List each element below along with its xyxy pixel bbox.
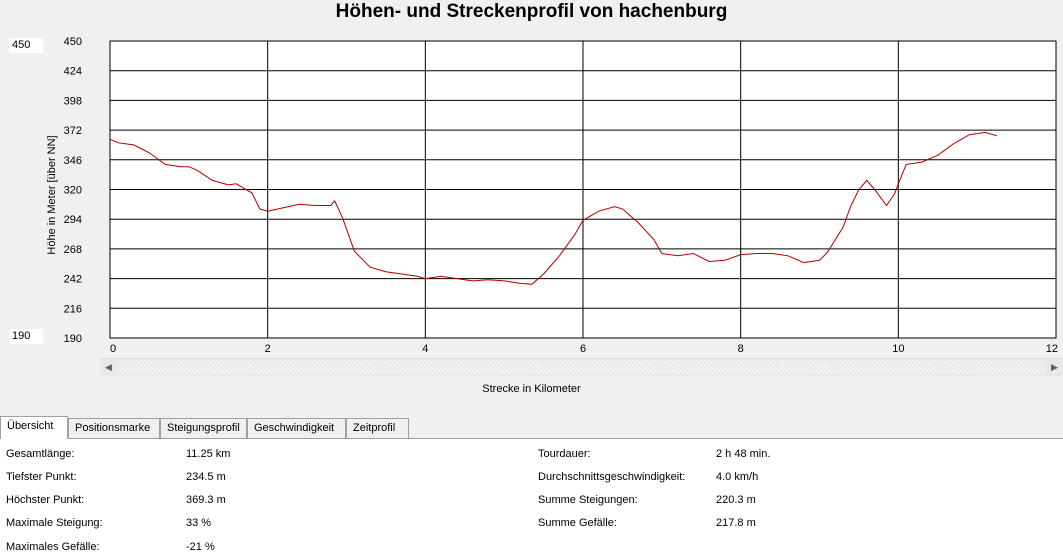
- elevation-series-line: [109, 131, 998, 285]
- overview-panel: Gesamtlänge: 11.25 km Tiefster Punkt: 23…: [0, 439, 1063, 558]
- scroll-left-arrow-icon[interactable]: ◀: [105, 362, 112, 372]
- stat-value: 369.3 m: [186, 494, 226, 506]
- x-tick-label: 6: [580, 343, 586, 355]
- stat-label: Summe Gefälle:: [538, 517, 617, 529]
- y-tick-label: 424: [64, 66, 82, 78]
- elevation-chart: 190 216 242 268 294 320 346 372 398 424 450 0 2 4 6 8 1…: [64, 36, 1058, 355]
- stat-label: Durchschnittsgeschwindigkeit:: [538, 471, 686, 483]
- y-tick-label: 450: [64, 36, 82, 48]
- y-tick-label: 190: [64, 333, 82, 345]
- y-range-min-box[interactable]: 190: [9, 329, 43, 344]
- y-tick-label: 216: [64, 303, 82, 315]
- stat-value: 217.8 m: [716, 517, 756, 529]
- x-tick-label: 2: [265, 343, 271, 355]
- tab-geschwindigkeit[interactable]: Geschwindigkeit: [247, 418, 346, 438]
- stat-label: Gesamtlänge:: [6, 448, 75, 460]
- x-tick-label: 0: [110, 343, 116, 355]
- y-tick-label: 346: [64, 155, 82, 167]
- x-tick-label: 10: [892, 343, 904, 355]
- tab-bar: Übersicht Positionsmarke Steigungsprofil…: [0, 416, 1063, 439]
- x-tick-label: 12: [1046, 343, 1058, 355]
- stat-label: Maximales Gefälle:: [6, 541, 100, 553]
- stat-label: Maximale Steigung:: [6, 517, 103, 529]
- tab-steigungsprofil[interactable]: Steigungsprofil: [160, 418, 247, 438]
- y-range-max-box[interactable]: 450: [9, 38, 43, 53]
- x-axis-label: Strecke in Kilometer: [482, 383, 581, 395]
- tab-zeitprofil[interactable]: Zeitprofil: [346, 418, 409, 438]
- stat-value: 33 %: [186, 517, 212, 529]
- x-tick-label: 8: [738, 343, 744, 355]
- chart-title: Höhen- und Streckenprofil von hachenburg: [335, 1, 728, 22]
- stat-value: 4.0 km/h: [716, 471, 759, 483]
- stat-label: Tourdauer:: [538, 448, 591, 460]
- y-tick-label: 242: [64, 274, 82, 286]
- x-tick-label: 4: [422, 343, 428, 355]
- stat-label: Summe Steigungen:: [538, 494, 638, 506]
- y-tick-label: 398: [64, 95, 82, 107]
- stat-value: -21 %: [186, 541, 215, 553]
- tab-uebersicht[interactable]: Übersicht: [0, 416, 68, 439]
- stat-value: 220.3 m: [716, 494, 756, 506]
- stat-label: Höchster Punkt:: [6, 494, 85, 506]
- y-tick-label: 268: [64, 244, 82, 256]
- stat-value: 234.5 m: [186, 471, 226, 483]
- tab-positionsmarke[interactable]: Positionsmarke: [68, 418, 160, 438]
- horizontal-scrollbar[interactable]: ◀ ▶: [100, 358, 1063, 376]
- y-tick-label: 320: [64, 185, 82, 197]
- stat-label: Tiefster Punkt:: [6, 471, 77, 483]
- y-tick-label: 372: [64, 125, 82, 137]
- y-tick-label: 294: [64, 214, 82, 226]
- scroll-right-arrow-icon[interactable]: ▶: [1051, 362, 1058, 372]
- stat-value: 2 h 48 min.: [716, 448, 771, 460]
- stat-value: 11.25 km: [186, 448, 231, 460]
- scroll-track[interactable]: [117, 361, 1046, 374]
